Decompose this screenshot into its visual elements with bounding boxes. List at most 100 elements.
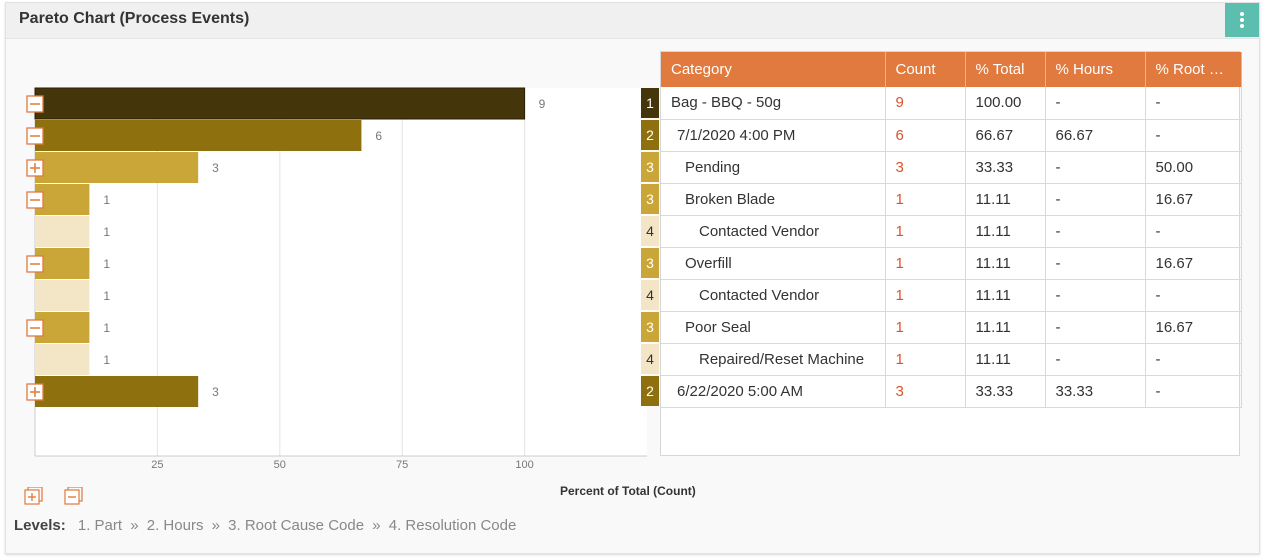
level-badge: 3 xyxy=(641,152,659,182)
column-header-hours[interactable]: % Hours xyxy=(1045,52,1146,87)
level-link-part[interactable]: 1. Part xyxy=(77,517,123,534)
collapse-icon[interactable] xyxy=(26,95,44,113)
table-row[interactable]: Pending 3 33.33-50.00 xyxy=(661,151,1242,184)
collapse-icon[interactable] xyxy=(26,127,44,145)
x-tick-label: 100 xyxy=(515,459,533,471)
cell-category: 7/1/2020 4:00 PM xyxy=(661,119,886,152)
cell-total: 11.11 xyxy=(965,279,1046,312)
cell-hours: - xyxy=(1045,311,1146,344)
collapse-all-icon[interactable] xyxy=(64,487,83,505)
cell-category: Bag - BBQ - 50g xyxy=(661,87,886,120)
bar[interactable] xyxy=(35,376,199,407)
cell-category: Contacted Vendor xyxy=(661,215,886,248)
column-header-category[interactable]: Category xyxy=(661,52,886,87)
cell-total: 100.00 xyxy=(965,87,1046,120)
bar-value-label: 1 xyxy=(103,193,110,207)
level-badge: 2 xyxy=(641,376,659,406)
panel-header: Pareto Chart (Process Events) xyxy=(6,3,1259,39)
cell-count: 6 xyxy=(885,119,966,152)
bar-value-label: 1 xyxy=(103,225,110,239)
column-header-root-cause[interactable]: % Root Ca... xyxy=(1145,52,1242,87)
cell-total: 11.11 xyxy=(965,311,1046,344)
expand-collapse-controls xyxy=(24,487,83,505)
cell-root-cause: - xyxy=(1145,375,1242,408)
bar[interactable] xyxy=(35,120,362,151)
table-row[interactable]: 7/1/2020 4:00 PM 6 66.67 66.67- xyxy=(661,119,1242,152)
cell-category: Contacted Vendor xyxy=(661,279,886,312)
bar-value-label: 3 xyxy=(212,161,219,175)
bar[interactable] xyxy=(35,344,90,375)
cell-total: 11.11 xyxy=(965,247,1046,280)
level-link-hours[interactable]: 2. Hours xyxy=(146,517,204,534)
cell-count: 9 xyxy=(885,87,966,120)
cell-category: 6/22/2020 5:00 AM xyxy=(661,375,886,408)
level-badge: 1 xyxy=(641,88,659,118)
table-row[interactable]: Contacted Vendor 1 11.11- - xyxy=(661,215,1242,248)
table-row[interactable]: Overfill 1 11.11-16.67 xyxy=(661,247,1242,280)
cell-count: 1 xyxy=(885,311,966,344)
cell-count: 1 xyxy=(885,215,966,248)
cell-root-cause: - xyxy=(1145,343,1242,376)
level-badge: 3 xyxy=(641,312,659,342)
bar[interactable] xyxy=(35,152,199,183)
bar-value-label: 1 xyxy=(103,289,110,303)
more-vertical-icon[interactable] xyxy=(1225,3,1259,37)
cell-root-cause: - xyxy=(1145,279,1242,312)
cell-total: 33.33 xyxy=(965,151,1046,184)
cell-hours: 66.67 xyxy=(1045,119,1146,152)
column-header-total[interactable]: % Total xyxy=(965,52,1046,87)
level-badge: 3 xyxy=(641,184,659,214)
column-header-count[interactable]: Count xyxy=(885,52,966,87)
level-separator: » xyxy=(130,517,139,534)
table-row[interactable]: Broken Blade 1 11.11-16.67 xyxy=(661,183,1242,216)
cell-root-cause: 16.67 xyxy=(1145,183,1242,216)
table-row[interactable]: Poor Seal 1 11.11-16.67 xyxy=(661,311,1242,344)
level-separator: » xyxy=(211,517,220,534)
bar[interactable] xyxy=(35,216,90,247)
expand-icon[interactable] xyxy=(26,159,44,177)
cell-hours: - xyxy=(1045,215,1146,248)
level-badge: 3 xyxy=(641,248,659,278)
table-row[interactable]: Contacted Vendor 1 11.11- - xyxy=(661,279,1242,312)
collapse-icon[interactable] xyxy=(26,319,44,337)
cell-hours: - xyxy=(1045,183,1146,216)
cell-count: 1 xyxy=(885,279,966,312)
cell-root-cause: 16.67 xyxy=(1145,247,1242,280)
collapse-icon[interactable] xyxy=(26,255,44,273)
expand-icon[interactable] xyxy=(26,383,44,401)
cell-count: 1 xyxy=(885,247,966,280)
cell-category: Overfill xyxy=(661,247,886,280)
bar[interactable] xyxy=(35,248,90,279)
bar[interactable] xyxy=(34,87,526,120)
bar[interactable] xyxy=(35,280,90,311)
bar-value-label: 1 xyxy=(103,353,110,367)
x-tick-label: 25 xyxy=(151,459,163,471)
levels-label: Levels: xyxy=(14,517,66,534)
expand-all-icon[interactable] xyxy=(24,487,43,505)
cell-total: 11.11 xyxy=(965,215,1046,248)
cell-hours: - xyxy=(1045,247,1146,280)
panel-title: Pareto Chart (Process Events) xyxy=(19,10,250,27)
level-link-resolution[interactable]: 4. Resolution Code xyxy=(388,517,517,534)
cell-root-cause: 16.67 xyxy=(1145,311,1242,344)
level-badge: 2 xyxy=(641,120,659,150)
bar[interactable] xyxy=(35,312,90,343)
bar-value-label: 6 xyxy=(375,129,382,143)
cell-category: Broken Blade xyxy=(661,183,886,216)
cell-hours: - xyxy=(1045,343,1146,376)
table-row[interactable]: Repaired/Reset Machine 1 11.11- - xyxy=(661,343,1242,376)
x-axis-title: Percent of Total (Count) xyxy=(560,484,696,498)
cell-category: Repaired/Reset Machine xyxy=(661,343,886,376)
table-row[interactable]: 6/22/2020 5:00 AM 3 33.33 33.33- xyxy=(661,375,1242,408)
x-tick-label: 75 xyxy=(396,459,408,471)
bar[interactable] xyxy=(35,184,90,215)
table-row[interactable]: Bag - BBQ - 50g 9 100.00- - xyxy=(661,87,1242,120)
cell-root-cause: - xyxy=(1145,215,1242,248)
bar-value-label: 3 xyxy=(212,385,219,399)
level-separator: » xyxy=(372,517,381,534)
collapse-icon[interactable] xyxy=(26,191,44,209)
table-header-row: Category Count % Total % Hours % Root Ca… xyxy=(661,52,1242,87)
cell-hours: - xyxy=(1045,151,1146,184)
level-link-root-cause[interactable]: 3. Root Cause Code xyxy=(228,517,365,534)
